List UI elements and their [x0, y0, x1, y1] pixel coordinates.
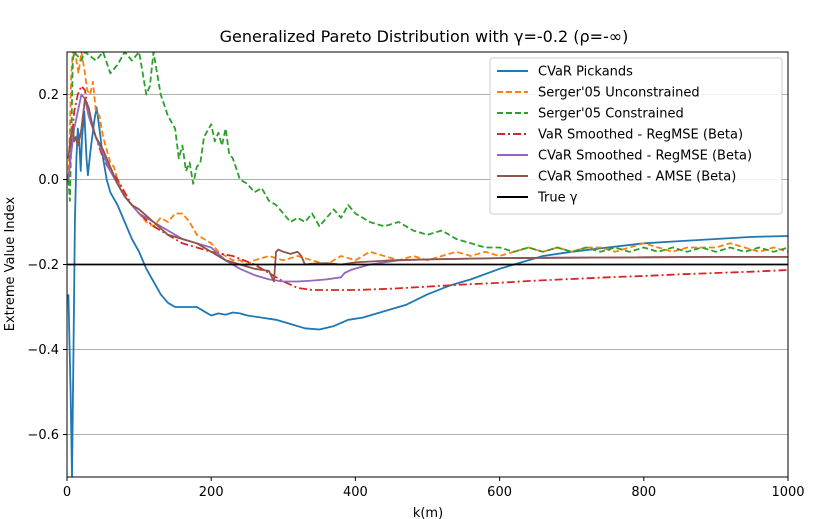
x-axis-label: k(m): [413, 506, 443, 519]
legend-label-5: CVaR Smoothed - RegMSE (Beta): [538, 149, 752, 164]
y-tick-label: 0.2: [38, 88, 59, 103]
legend-label-3: Serger'05 Constrained: [538, 107, 684, 122]
x-tick-label: 1000: [771, 485, 804, 500]
series-line-2: [67, 52, 788, 266]
series-lines: [67, 52, 788, 477]
series-line-6: [67, 97, 788, 283]
axis-ticks: 0.2 0.0 −0.2 −0.4 −0.6 0 200 400 600 800 1000: [27, 88, 804, 500]
series-line-3: [67, 52, 788, 253]
chart-title: Generalized Pareto Distribution with γ=-…: [220, 27, 629, 46]
x-tick-label: 400: [343, 485, 368, 500]
legend-label-1: CVaR Pickands: [538, 65, 633, 80]
legend-label-6: CVaR Smoothed - AMSE (Beta): [538, 170, 736, 185]
legend-label-7: True γ: [537, 191, 578, 206]
legend-label-2: Serger'05 Unconstrained: [538, 86, 700, 101]
x-tick-label: 800: [631, 485, 656, 500]
y-tick-label: −0.6: [27, 428, 59, 443]
y-axis-label: Extreme Value Index: [3, 196, 18, 331]
legend-label-4: VaR Smoothed - RegMSE (Beta): [538, 128, 743, 143]
series-line-1: [67, 106, 788, 477]
x-tick-label: 0: [63, 485, 71, 500]
x-tick-label: 600: [487, 485, 512, 500]
y-tick-label: 0.0: [38, 173, 59, 188]
legend: CVaR Pickands Serger'05 Unconstrained Serg…: [489, 57, 783, 215]
y-tick-label: −0.2: [27, 258, 59, 273]
x-tick-label: 200: [199, 485, 224, 500]
y-tick-label: −0.4: [27, 343, 59, 358]
series-line-4: [67, 85, 788, 291]
legend-box: [489, 57, 783, 215]
